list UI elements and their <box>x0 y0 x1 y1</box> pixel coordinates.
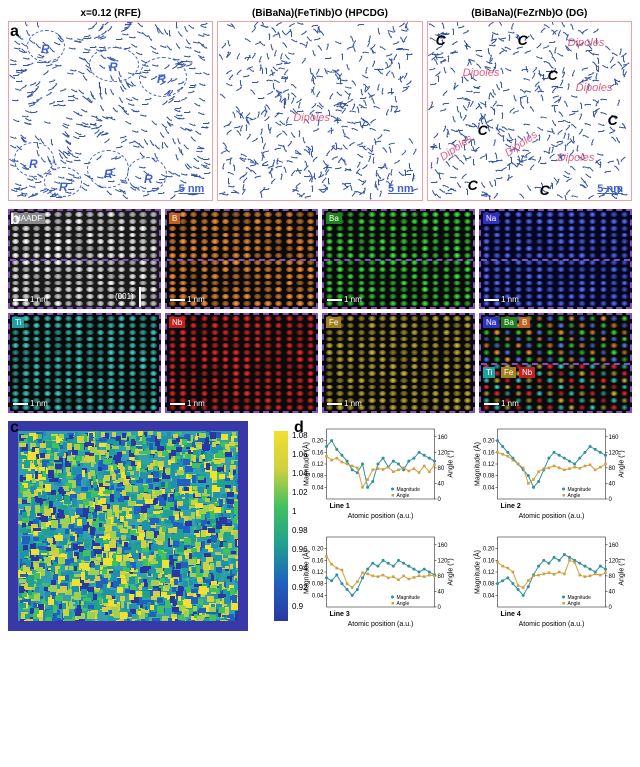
svg-text:Angle: Angle <box>397 493 410 499</box>
svg-text:40: 40 <box>609 481 616 487</box>
svg-text:0.12: 0.12 <box>483 570 495 576</box>
svg-text:80: 80 <box>438 466 445 472</box>
panel-d-label: d <box>294 419 304 437</box>
panel-a-sub3: DipolesDipolesDipolesDipolesDipolesDipol… <box>427 21 632 201</box>
svg-text:Magnitude (Å): Magnitude (Å) <box>302 550 311 594</box>
svg-text:0.16: 0.16 <box>483 450 495 456</box>
stem-Ti: Ti1 nm <box>8 313 161 413</box>
svg-text:0.20: 0.20 <box>483 547 495 553</box>
svg-text:Angle: Angle <box>568 493 581 499</box>
svg-text:40: 40 <box>609 589 616 595</box>
panel-b-label: b <box>10 211 20 229</box>
svg-text:Atomic position (a.u.): Atomic position (a.u.) <box>348 513 414 520</box>
panel-a-sub2: Dipoles 5 nm <box>217 21 422 201</box>
svg-text:0.04: 0.04 <box>312 593 324 599</box>
panel-cd: c 1.081.061.041.0210.980.960.940.920.9 d… <box>8 421 632 631</box>
svg-text:40: 40 <box>438 481 445 487</box>
panel-a-label: a <box>10 23 19 41</box>
svg-text:80: 80 <box>609 574 616 580</box>
stem-Ba: Ba1 nm <box>322 209 475 309</box>
svg-text:0.08: 0.08 <box>483 582 495 588</box>
panel-a-sub1: RRRRRRR 5 nm <box>8 21 213 201</box>
scale-bar-a3: 5 nm <box>597 183 623 195</box>
svg-text:Magnitude (Å): Magnitude (Å) <box>473 442 482 486</box>
svg-text:0.12: 0.12 <box>483 462 495 468</box>
svg-text:Atomic position (a.u.): Atomic position (a.u.) <box>519 513 585 520</box>
chart-line-1: 0.040.080.120.160.2004080120160Magnitude… <box>296 421 461 521</box>
colorbar: 1.081.061.041.0210.980.960.940.920.9 <box>274 431 288 621</box>
chart-line-2: 0.040.080.120.160.2004080120160Magnitude… <box>467 421 632 521</box>
svg-text:Atomic position (a.u.): Atomic position (a.u.) <box>519 621 585 628</box>
panel-c-label: c <box>10 419 19 437</box>
svg-text:0: 0 <box>438 497 442 503</box>
title-2: (BiBaNa)(FeTiNb)O (HPCDG) <box>217 8 422 19</box>
svg-text:0: 0 <box>609 497 613 503</box>
svg-text:0.08: 0.08 <box>483 474 495 480</box>
svg-text:0: 0 <box>438 605 442 611</box>
svg-text:Magnitude (Å): Magnitude (Å) <box>302 442 311 486</box>
stem-HAADF: HAADF(001)(100)1 nm <box>8 209 161 309</box>
svg-text:0.08: 0.08 <box>312 474 324 480</box>
svg-text:Angle (°): Angle (°) <box>618 558 626 585</box>
panel-b: b HAADF(001)(100)1 nmB1 nmBa1 nmNa1 nm Ti… <box>8 209 632 413</box>
svg-text:0.20: 0.20 <box>483 439 495 445</box>
chart-line-4: 0.040.080.120.160.2004080120160Magnitude… <box>467 529 632 629</box>
svg-text:0.04: 0.04 <box>483 593 495 599</box>
svg-text:0.16: 0.16 <box>483 558 495 564</box>
title-1: x=0.12 (RFE) <box>8 8 213 19</box>
svg-text:Angle (°): Angle (°) <box>447 558 455 585</box>
chart-line-3: 0.040.080.120.160.2004080120160Magnitude… <box>296 529 461 629</box>
stem-mix: NaBaBTiFeNb1 nm <box>479 313 632 413</box>
svg-text:Angle: Angle <box>397 601 410 607</box>
stem-Fe: Fe1 nm <box>322 313 475 413</box>
svg-text:0.04: 0.04 <box>483 485 495 491</box>
panel-a: a RRRRRRR 5 nm Dipoles 5 nm DipolesDipol… <box>8 21 632 201</box>
scale-bar-a2: 5 nm <box>388 183 414 195</box>
svg-text:0.12: 0.12 <box>312 462 324 468</box>
svg-text:80: 80 <box>609 466 616 472</box>
svg-text:0.08: 0.08 <box>312 582 324 588</box>
svg-text:0.20: 0.20 <box>312 547 324 553</box>
stem-B: B1 nm <box>165 209 318 309</box>
svg-text:Line 3: Line 3 <box>330 611 350 618</box>
svg-text:Angle (°): Angle (°) <box>618 450 626 477</box>
svg-text:0.20: 0.20 <box>312 439 324 445</box>
svg-text:80: 80 <box>438 574 445 580</box>
svg-text:160: 160 <box>438 543 449 549</box>
heatmap <box>8 421 248 631</box>
svg-text:0: 0 <box>609 605 613 611</box>
svg-text:0.16: 0.16 <box>312 450 324 456</box>
stem-Nb: Nb1 nm <box>165 313 318 413</box>
svg-text:160: 160 <box>438 435 449 441</box>
svg-text:Line 2: Line 2 <box>501 503 521 510</box>
svg-text:0.12: 0.12 <box>312 570 324 576</box>
svg-text:Line 4: Line 4 <box>501 611 521 618</box>
svg-text:40: 40 <box>438 589 445 595</box>
svg-text:160: 160 <box>609 543 620 549</box>
panel-c: c 1.081.061.041.0210.980.960.940.920.9 <box>8 421 288 631</box>
svg-text:Atomic position (a.u.): Atomic position (a.u.) <box>348 621 414 628</box>
svg-text:160: 160 <box>609 435 620 441</box>
stem-Na: Na1 nm <box>479 209 632 309</box>
title-3: (BiBaNa)(FeZrNb)O (DG) <box>427 8 632 19</box>
svg-text:Angle: Angle <box>568 601 581 607</box>
panel-a-titles: x=0.12 (RFE) (BiBaNa)(FeTiNb)O (HPCDG) (… <box>8 8 632 19</box>
svg-text:Magnitude (Å): Magnitude (Å) <box>473 550 482 594</box>
svg-text:0.16: 0.16 <box>312 558 324 564</box>
svg-text:Angle (°): Angle (°) <box>447 450 455 477</box>
svg-text:Line 1: Line 1 <box>330 503 350 510</box>
panel-d: d 0.040.080.120.160.2004080120160Magnitu… <box>296 421 632 631</box>
svg-text:0.04: 0.04 <box>312 485 324 491</box>
scale-bar-a1: 5 nm <box>179 183 205 195</box>
